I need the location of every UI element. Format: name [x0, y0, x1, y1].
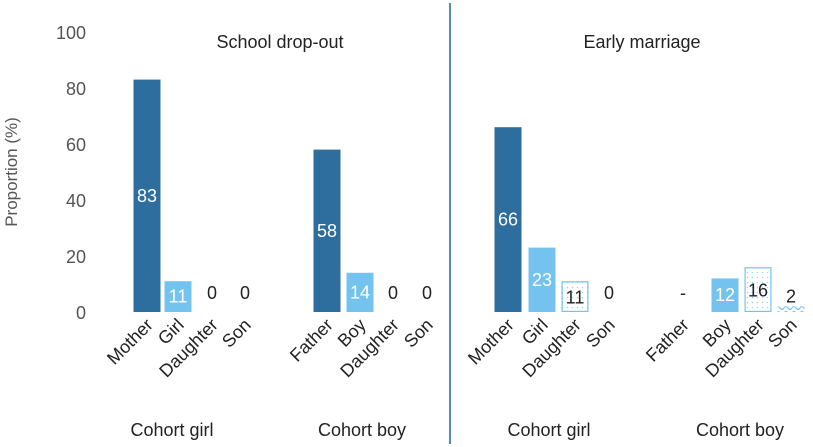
- data-label: 0: [388, 283, 398, 303]
- bar: [164, 281, 192, 312]
- category-label: Son: [764, 315, 801, 352]
- bar: [561, 281, 589, 312]
- data-label: 0: [207, 283, 217, 303]
- category-label: Son: [218, 315, 255, 352]
- bar: [777, 306, 805, 312]
- y-tick-label: 100: [56, 23, 86, 43]
- panel-title: Early marriage: [583, 32, 700, 52]
- data-label: 0: [604, 283, 614, 303]
- category-label: Father: [642, 315, 693, 366]
- data-label: 0: [422, 283, 432, 303]
- data-label: 0: [240, 283, 250, 303]
- bar: [494, 127, 522, 312]
- group-label: Cohort boy: [318, 420, 406, 440]
- data-label: 16: [748, 281, 768, 301]
- group-label: Cohort boy: [696, 420, 784, 440]
- data-label: 12: [715, 285, 735, 305]
- y-tick-label: 60: [66, 135, 86, 155]
- group-label: Cohort girl: [130, 420, 213, 440]
- data-label: 58: [317, 221, 337, 241]
- group-label: Cohort girl: [507, 420, 590, 440]
- y-tick-label: 0: [76, 303, 86, 323]
- y-tick-label: 40: [66, 191, 86, 211]
- data-label: 66: [498, 210, 518, 230]
- category-label: Son: [582, 315, 619, 352]
- category-label: Mother: [464, 315, 518, 369]
- y-axis-label: Proportion (%): [2, 117, 21, 227]
- data-label: 11: [566, 288, 585, 308]
- y-tick-label: 80: [66, 79, 86, 99]
- bar: [313, 149, 341, 312]
- category-label: Mother: [103, 315, 157, 369]
- y-tick-label: 20: [66, 247, 86, 267]
- panel-title: School drop-out: [216, 32, 343, 52]
- bar: [711, 278, 739, 312]
- data-label: 11: [169, 287, 188, 307]
- data-label: 2: [786, 286, 796, 306]
- data-label: 14: [350, 282, 370, 302]
- data-label: -: [680, 283, 686, 303]
- bar: [744, 267, 772, 312]
- bar: [133, 79, 161, 312]
- bar: [346, 272, 374, 312]
- data-label: 83: [137, 186, 157, 206]
- category-label: Father: [286, 315, 337, 366]
- category-label: Son: [400, 315, 437, 352]
- bar: [528, 247, 556, 312]
- data-label: 23: [532, 270, 552, 290]
